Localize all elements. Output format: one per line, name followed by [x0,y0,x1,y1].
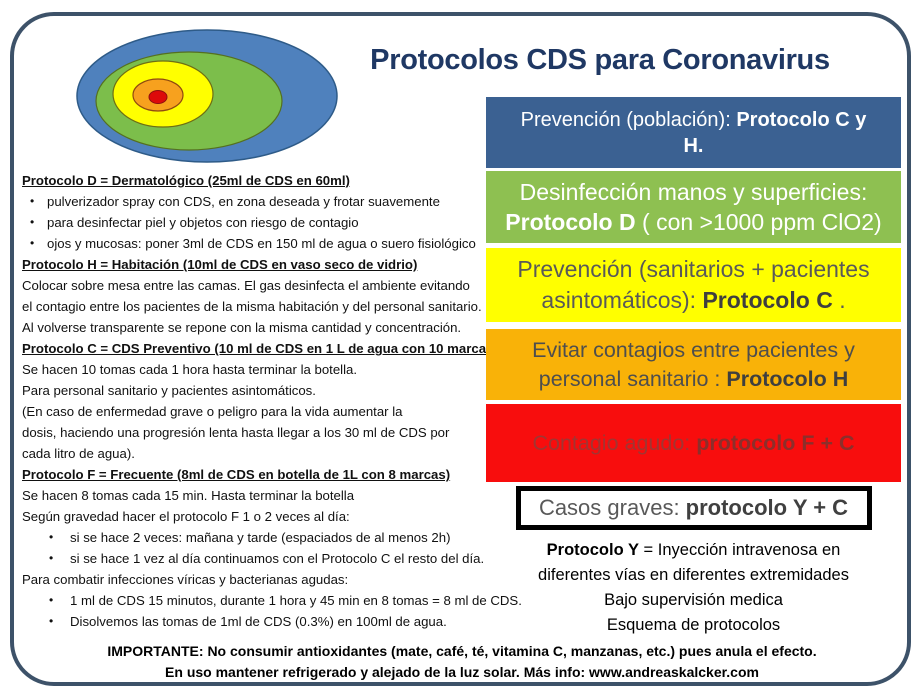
list-item: para desinfectar piel y objetos con ries… [22,212,600,233]
protocol-h-heading: Protocolo H = Habitación (10ml de CDS en… [22,257,418,272]
text-line: Al volverse transparente se repone con l… [22,320,462,335]
text-line: Bajo supervisión medica [604,591,783,609]
protocol-c-heading: Protocolo C = CDS Preventivo (10 ml de C… [22,341,498,356]
protocol-c-section: Protocolo C = CDS Preventivo (10 ml de C… [22,338,600,464]
footer-info-line: En uso mantener refrigerado y alejado de… [165,664,759,680]
protocol-d-section: Protocolo D = Dermatológico (25ml de CDS… [22,170,600,254]
text-line: Esquema de protocolos [606,616,781,634]
text-line: Para combatir infecciones víricas y bact… [22,572,349,587]
list-item: 1 ml de CDS 15 minutos, durante 1 hora y… [22,590,600,611]
protocol-boxes-column: Prevención (población): Protocolo C y H. … [486,97,901,530]
box-label: Prevención (sanitarios + pacientes asint… [517,256,870,313]
box-label: Prevención (población): Protocolo C y H. [520,108,867,157]
text-line: Según gravedad hacer el protocolo F 1 o … [22,509,350,524]
list-item: ojos y mucosas: poner 3ml de CDS en 150 … [22,233,600,254]
list-item: Disolvemos las tomas de 1ml de CDS (0.3%… [22,611,600,632]
protocols-list: Protocolo D = Dermatológico (25ml de CDS… [22,170,600,632]
box-label: Evitar contagios entre pacientes y perso… [532,337,855,391]
footer-warning-line: IMPORTANTE: No consumir antioxidantes (m… [107,643,817,659]
protocol-f-section: Protocolo F = Frecuente (8ml de CDS en b… [22,464,600,632]
protocol-d-heading: Protocolo D = Dermatológico (25ml de CDS… [22,173,350,188]
list-item: si se hace 1 vez al día continuamos con … [22,548,600,569]
box-disinfection: Desinfección manos y superficies: Protoc… [486,171,901,243]
text-line: Colocar sobre mesa entre las camas. El g… [22,278,470,293]
text-line: Se hacen 10 tomas cada 1 hora hasta term… [22,362,358,377]
text-line: cada litro de agua). [22,446,135,461]
box-casos-graves: Casos graves: protocolo Y + C [515,486,872,530]
list-item: pulverizador spray con CDS, en zona dese… [22,191,600,212]
venn-ellipse-red [148,90,168,104]
venn-diagram [76,29,338,163]
text-line: Se hacen 8 tomas cada 15 min. Hasta term… [22,488,355,503]
text-line: diferentes vías en diferentes extremidad… [538,566,849,584]
text-line: Protocolo Y = Inyección intravenosa en [546,541,841,559]
protocol-f-heading: Protocolo F = Frecuente (8ml de CDS en b… [22,467,451,482]
text-line: dosis, haciendo una progresión lenta has… [22,425,450,440]
box-prevention-sanitarios: Prevención (sanitarios + pacientes asint… [486,248,901,322]
text-line: el contagio entre los pacientes de la mi… [22,299,482,314]
box-prevention-population: Prevención (población): Protocolo C y H. [486,97,901,168]
box-contagio-agudo: Contagio agudo: protocolo F + C [486,404,901,482]
box-label: Desinfección manos y superficies: Protoc… [505,179,882,235]
box-label: Casos graves: protocolo Y + C [538,495,849,520]
box-evitar-contagios: Evitar contagios entre pacientes y perso… [486,329,901,400]
protocol-y-note: Protocolo Y = Inyección intravenosa en d… [486,538,901,638]
list-item: si se hace 2 veces: mañana y tarde (espa… [22,527,600,548]
text-line: (En caso de enfermedad grave o peligro p… [22,404,403,419]
protocol-h-section: Protocolo H = Habitación (10ml de CDS en… [22,254,600,338]
page-title: Protocolos CDS para Coronavirus [370,44,830,76]
text-line: Para personal sanitario y pacientes asin… [22,383,316,398]
box-label: Contagio agudo: protocolo F + C [532,430,855,455]
